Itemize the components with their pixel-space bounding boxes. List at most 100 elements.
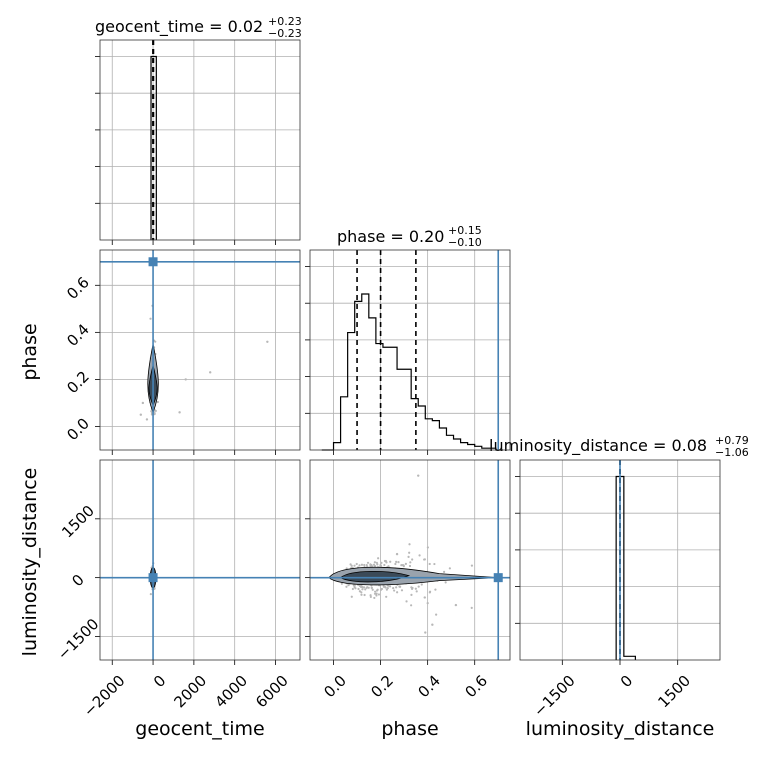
xlabel-geocent-time: geocent_time — [135, 718, 264, 740]
scatter-outlier — [266, 340, 269, 343]
scatter-point — [410, 586, 413, 589]
scatter-point — [409, 561, 412, 564]
scatter-point — [355, 562, 358, 566]
scatter-point — [408, 551, 411, 554]
scatter-point — [153, 411, 156, 415]
x-tick-label: 0.2 — [367, 672, 397, 702]
panel-border — [99, 249, 301, 451]
scatter-point — [426, 546, 429, 549]
scatter-outlier — [145, 418, 149, 421]
scatter-point — [408, 564, 412, 568]
scatter-point — [410, 604, 413, 607]
gridlines — [95, 460, 300, 665]
x-tick-label: 1500 — [654, 672, 694, 712]
panel-border — [519, 459, 721, 661]
scatter-point — [411, 558, 414, 561]
scatter-point — [418, 554, 421, 557]
scatter-point — [374, 590, 377, 593]
scatter-point — [395, 586, 398, 589]
scatter-point — [448, 567, 451, 570]
gridlines — [305, 250, 510, 455]
scatter-point — [423, 558, 426, 561]
scatter-point — [354, 587, 357, 590]
scatter-point — [375, 592, 378, 595]
scatter-outlier — [431, 623, 434, 626]
scatter-point — [370, 586, 373, 589]
x-tick-label: 2000 — [171, 672, 211, 712]
ylabel-luminosity-distance: luminosity_distance — [19, 468, 41, 657]
scatter-point — [434, 588, 437, 591]
scatter-point — [352, 584, 355, 587]
scatter-point — [407, 555, 410, 559]
scatter-point — [149, 317, 152, 320]
scatter-outlier — [139, 413, 143, 416]
scatter-outlier — [454, 603, 458, 607]
scatter-point — [426, 602, 429, 605]
scatter-point — [404, 562, 407, 566]
y-tick-label: 1500 — [58, 502, 98, 542]
scatter-point — [156, 400, 159, 404]
scatter-point — [373, 596, 376, 600]
scatter-point — [370, 564, 373, 567]
scatter-point — [420, 583, 423, 586]
y-tick-label: 0.4 — [63, 320, 93, 350]
scatter-point — [379, 564, 382, 567]
scatter-point — [154, 340, 157, 343]
title-phase-plus: +0.15 — [448, 224, 482, 237]
x-tick-label: 0 — [150, 672, 169, 691]
panel-border — [99, 459, 301, 661]
x-tick-label: −2000 — [80, 672, 129, 721]
scatter-point — [414, 587, 417, 590]
scatter-point — [428, 562, 431, 566]
scatter-point — [373, 564, 377, 568]
density-contour-inner — [339, 570, 411, 583]
title-luminosity-distance-main: luminosity_distance = 0.08 — [489, 436, 707, 456]
ylabel-phase: phase — [19, 323, 41, 380]
scatter-point — [417, 585, 420, 588]
truth-marker — [493, 573, 503, 583]
scatter-point — [402, 565, 405, 568]
scatter-point — [361, 585, 364, 589]
scatter-point — [383, 563, 386, 567]
scatter-point — [380, 561, 383, 564]
x-tick-label: 4000 — [211, 672, 251, 712]
scatter-point — [363, 563, 366, 567]
scatter-point — [364, 588, 367, 591]
scatter-point — [377, 593, 381, 596]
y-tick-label: 0 — [68, 571, 87, 590]
scatter-point — [371, 588, 374, 591]
scatter-point — [361, 588, 364, 591]
scatter-point — [360, 563, 364, 566]
x-tick-label: 0 — [617, 672, 636, 691]
scatter-point — [345, 585, 348, 588]
scatter-point — [366, 561, 370, 564]
title-phase-main: phase = 0.20 — [337, 227, 444, 246]
x-tick-label: 0.4 — [414, 672, 444, 702]
scatter-point — [397, 561, 400, 564]
scatter-point — [387, 584, 390, 587]
scatter-point — [433, 562, 436, 566]
scatter-point — [379, 588, 382, 592]
scatter-point — [393, 589, 396, 592]
gridlines — [305, 460, 510, 665]
scatter-point — [363, 593, 366, 597]
histogram-step — [150, 55, 157, 240]
scatter-point — [408, 543, 411, 546]
scatter-point — [357, 587, 360, 591]
scatter-point — [369, 595, 372, 599]
scatter-point — [350, 564, 353, 567]
scatter-point — [385, 595, 388, 598]
scatter-point — [340, 582, 343, 585]
gridlines — [95, 250, 300, 455]
panel-luminosity-distance-hist: −1500 0 1500 — [515, 459, 721, 720]
scatter-point — [383, 585, 386, 588]
scatter-point — [410, 593, 413, 596]
panel-phase-vs-luminosity-distance: 0.0 0.2 0.4 0.6 — [305, 459, 511, 702]
y-tick-label: −1500 — [54, 615, 103, 664]
scatter-point — [470, 606, 473, 609]
scatter-point — [435, 613, 438, 616]
scatter-point — [400, 589, 404, 592]
scatter-point — [385, 588, 388, 591]
